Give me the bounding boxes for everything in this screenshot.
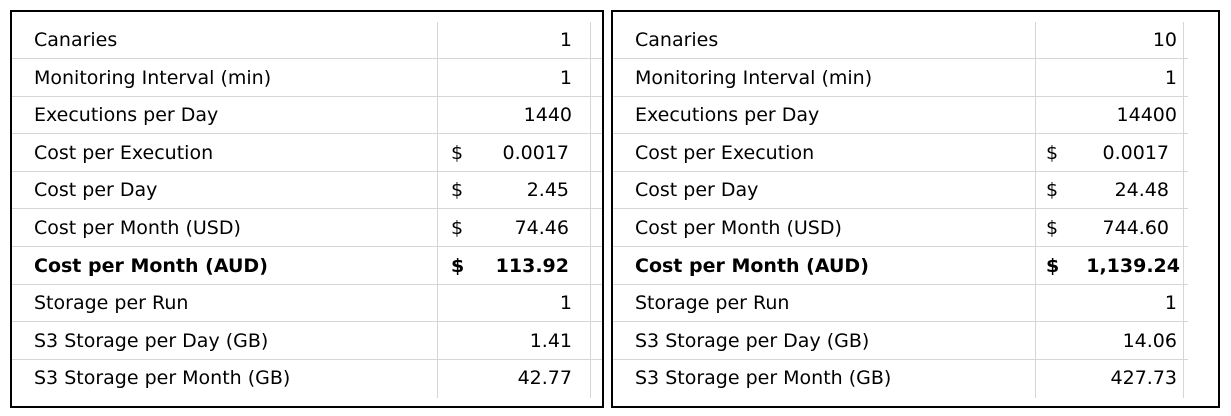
row-value: 1: [559, 29, 572, 51]
table-row-highlight: Cost per Month (AUD) $ 1,139.24: [613, 248, 1218, 286]
column-divider: [1183, 22, 1184, 398]
table-row: Cost per Month (USD) $ 74.46: [12, 210, 602, 248]
table-row: Cost per Day $ 24.48: [613, 172, 1218, 210]
table-row: Monitoring Interval (min) 1: [12, 60, 602, 98]
table-row: S3 Storage per Day (GB) 14.06: [613, 323, 1218, 361]
table-row: Executions per Day 1440: [12, 97, 602, 135]
row-label: Cost per Day: [635, 179, 759, 202]
currency-symbol: $: [451, 179, 464, 202]
column-divider: [437, 22, 438, 398]
currency-symbol: $: [451, 254, 465, 277]
row-label: Executions per Day: [635, 104, 820, 127]
currency-symbol: $: [1046, 254, 1060, 277]
row-label: Cost per Day: [34, 179, 158, 202]
row-value: 1.41: [529, 329, 572, 352]
row-label: Cost per Month (USD): [635, 217, 842, 239]
row-divider: [613, 58, 1188, 59]
row-label: Monitoring Interval (min): [635, 66, 873, 89]
row-label: Cost per Month (USD): [34, 217, 241, 239]
row-value: 1: [559, 292, 572, 315]
row-divider: [613, 133, 1188, 134]
cost-table-left: Canaries 1 Monitoring Interval (min) 1 E…: [10, 10, 604, 408]
row-value: 113.92: [495, 254, 569, 277]
row-divider: [12, 284, 602, 285]
table-row: Canaries 1: [12, 22, 602, 60]
row-value: 14400: [1116, 104, 1177, 127]
row-label: Storage per Run: [34, 292, 189, 315]
row-value: 1: [1164, 66, 1177, 89]
row-divider: [613, 246, 1188, 247]
table-row: Executions per Day 14400: [613, 97, 1218, 135]
column-divider: [1035, 22, 1036, 398]
row-value: 0.0017: [1102, 141, 1169, 164]
row-divider: [613, 171, 1188, 172]
row-label: Canaries: [34, 29, 118, 51]
row-label: Storage per Run: [635, 292, 790, 315]
row-label: Cost per Execution: [635, 141, 815, 164]
table-row: Monitoring Interval (min) 1: [613, 60, 1218, 98]
row-divider: [12, 133, 602, 134]
table-row: Cost per Day $ 2.45: [12, 172, 602, 210]
table-row: Storage per Run 1: [12, 285, 602, 323]
row-value: 42.77: [517, 367, 572, 390]
row-divider: [12, 208, 602, 209]
row-value: 0.0017: [502, 141, 569, 164]
row-divider: [613, 359, 1188, 360]
row-label: Monitoring Interval (min): [34, 66, 272, 89]
currency-symbol: $: [451, 141, 464, 164]
row-divider: [12, 246, 602, 247]
row-divider: [613, 208, 1188, 209]
row-divider: [12, 171, 602, 172]
row-value: 1440: [523, 104, 572, 127]
currency-symbol: $: [1046, 217, 1059, 239]
row-divider: [12, 58, 602, 59]
table-row: Cost per Execution $ 0.0017: [12, 135, 602, 173]
table-row: S3 Storage per Day (GB) 1.41: [12, 323, 602, 361]
row-divider: [12, 321, 602, 322]
table-row: Canaries 10: [613, 22, 1218, 60]
cost-table-right: Canaries 10 Monitoring Interval (min) 1 …: [611, 10, 1220, 408]
table-row: Cost per Execution $ 0.0017: [613, 135, 1218, 173]
row-value: 14.06: [1122, 329, 1177, 352]
row-label: Cost per Execution: [34, 141, 214, 164]
table-row: Cost per Month (USD) $ 744.60: [613, 210, 1218, 248]
row-value: 744.60: [1102, 217, 1169, 239]
row-divider: [613, 321, 1188, 322]
row-value: 2.45: [526, 179, 569, 202]
row-value: 24.48: [1114, 179, 1169, 202]
currency-symbol: $: [1046, 179, 1059, 202]
row-value: 1,139.24: [1086, 254, 1180, 277]
row-divider: [613, 96, 1188, 97]
column-divider: [590, 22, 591, 398]
row-label: Executions per Day: [34, 104, 219, 127]
row-value: 1: [559, 66, 572, 89]
row-divider: [12, 359, 602, 360]
row-divider: [613, 284, 1188, 285]
row-label: S3 Storage per Month (GB): [34, 367, 291, 390]
row-value: 1: [1164, 292, 1177, 315]
row-value: 427.73: [1110, 367, 1177, 390]
currency-symbol: $: [1046, 141, 1059, 164]
row-value: 74.46: [514, 217, 569, 239]
table-row: S3 Storage per Month (GB) 42.77: [12, 360, 602, 398]
row-label: Cost per Month (AUD): [34, 254, 268, 277]
table-row: S3 Storage per Month (GB) 427.73: [613, 360, 1218, 398]
currency-symbol: $: [451, 217, 464, 239]
row-divider: [12, 96, 602, 97]
row-label: Canaries: [635, 29, 719, 51]
row-label: S3 Storage per Month (GB): [635, 367, 892, 390]
row-label: Cost per Month (AUD): [635, 254, 869, 277]
row-value: 10: [1152, 29, 1177, 51]
table-row: Storage per Run 1: [613, 285, 1218, 323]
table-row-highlight: Cost per Month (AUD) $ 113.92: [12, 248, 602, 286]
row-label: S3 Storage per Day (GB): [34, 329, 269, 352]
row-label: S3 Storage per Day (GB): [635, 329, 870, 352]
